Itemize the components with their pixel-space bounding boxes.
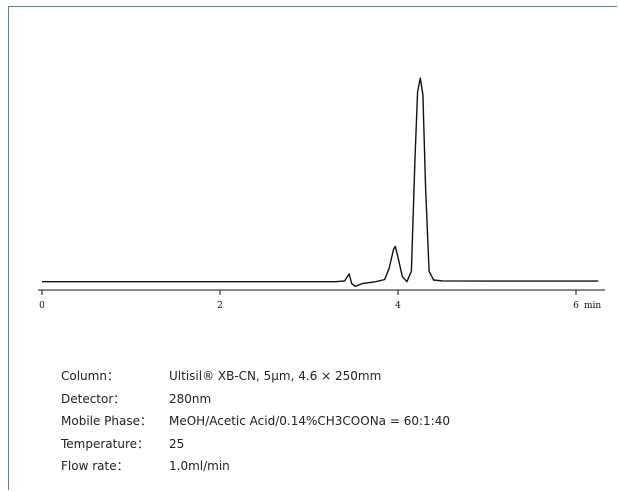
condition-label: Flow rate：	[61, 459, 129, 473]
method-conditions: Column： Ultisil® XB-CN, 5μm, 4.6 × 250mm…	[61, 365, 450, 478]
condition-row-detector: Detector： 280nm	[61, 388, 450, 411]
condition-label: Column：	[61, 369, 119, 383]
x-tick-label: 2	[217, 301, 223, 311]
condition-row-flow-rate: Flow rate： 1.0ml/min	[61, 455, 450, 478]
condition-label: Temperature：	[61, 436, 150, 451]
x-axis-unit-label: min	[584, 301, 601, 311]
condition-value: 280nm	[169, 391, 212, 406]
chromatogram-trace	[42, 77, 599, 288]
condition-label: Detector：	[61, 391, 126, 406]
condition-value: Ultisil® XB-CN, 5μm, 4.6 × 250mm	[169, 369, 382, 383]
x-tick-label: 0	[39, 301, 45, 311]
x-axis-ticks: 0 2 4 6 min	[39, 290, 601, 311]
chromatogram-chart: 0 2 4 6 min	[38, 77, 605, 311]
condition-label: Mobile Phase：	[61, 414, 153, 428]
condition-value: MeOH/Acetic Acid/0.14%CH3COONa = 60:1:40	[169, 414, 450, 428]
condition-row-mobile-phase: Mobile Phase： MeOH/Acetic Acid/0.14%CH3C…	[61, 410, 450, 433]
condition-row-temperature: Temperature： 25	[61, 433, 450, 456]
x-tick-label: 4	[395, 301, 401, 311]
condition-value: 25	[169, 436, 185, 451]
condition-value: 1.0ml/min	[169, 459, 230, 473]
x-tick-label: 6	[573, 301, 579, 311]
chromatogram-card: 0 2 4 6 min Column： Ultisil® XB-CN, 5μm, 4.6…	[8, 6, 617, 490]
condition-row-column: Column： Ultisil® XB-CN, 5μm, 4.6 × 250mm	[61, 365, 450, 388]
